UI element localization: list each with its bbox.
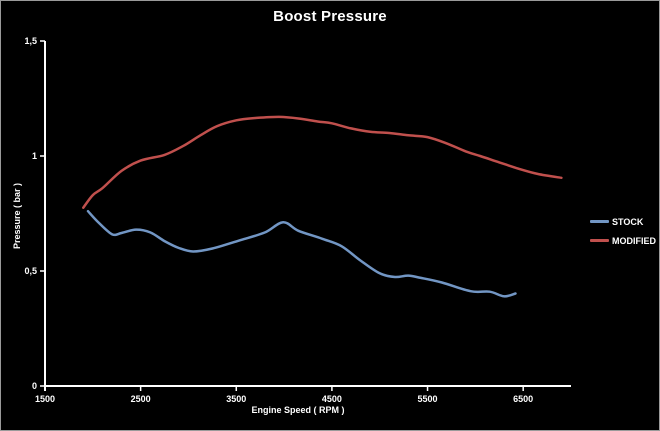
series-line-modified <box>82 115 563 209</box>
y-tick-label: 1,5 <box>24 36 37 46</box>
x-tick-label: 5500 <box>418 394 438 404</box>
legend: STOCK MODIFIED <box>590 212 656 250</box>
legend-label-stock: STOCK <box>612 216 644 227</box>
x-tick-label: 6500 <box>513 394 533 404</box>
stock-line-swatch <box>590 220 609 223</box>
series-line-stock <box>86 209 517 298</box>
chart-title: Boost Pressure <box>273 8 387 25</box>
modified-line-swatch <box>590 239 609 242</box>
x-axis-title: Engine Speed ( RPM ) <box>251 405 345 415</box>
x-tick-label: 3500 <box>226 394 246 404</box>
legend-item-modified: MODIFIED <box>590 231 656 250</box>
legend-label-modified: MODIFIED <box>612 235 656 246</box>
x-tick-label: 1500 <box>35 394 55 404</box>
y-tick-label: 0 <box>32 381 37 391</box>
x-tick-label: 4500 <box>322 394 342 404</box>
legend-item-stock: STOCK <box>590 212 656 231</box>
y-tick-label: 1 <box>32 151 37 161</box>
y-axis-title: Pressure ( bar ) <box>12 182 22 250</box>
y-tick-label: 0,5 <box>24 266 37 276</box>
x-tick-label: 2500 <box>131 394 151 404</box>
